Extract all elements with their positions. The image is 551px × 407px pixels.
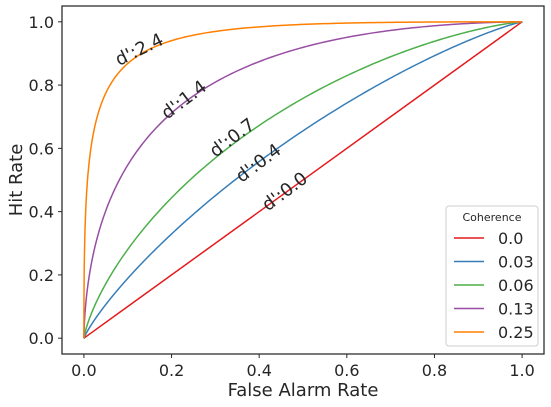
legend-label-1: 0.03 <box>498 253 534 272</box>
curves-layer <box>83 21 523 339</box>
y-axis-ticks: 0.0 0.2 0.4 0.6 0.8 1.0 <box>29 13 62 348</box>
legend-title: Coherence <box>463 211 522 224</box>
x-tick-label: 0.6 <box>334 361 359 380</box>
y-tick-label: 0.0 <box>29 329 54 348</box>
x-tick-label: 0.4 <box>246 361 271 380</box>
x-axis-ticks: 0.0 0.2 0.4 0.6 0.8 1.0 <box>71 354 535 380</box>
x-tick-label: 1.0 <box>509 361 534 380</box>
legend-label-3: 0.13 <box>498 300 534 319</box>
y-tick-label: 0.6 <box>29 139 54 158</box>
series-line-0 <box>83 21 523 339</box>
legend-label-2: 0.06 <box>498 276 534 295</box>
legend-box <box>445 205 539 347</box>
plot-frame <box>61 5 545 355</box>
y-axis-label: Hit Rate <box>6 144 27 217</box>
x-tick-label: 0.8 <box>422 361 447 380</box>
x-tick-label: 0.2 <box>159 361 184 380</box>
y-tick-label: 1.0 <box>29 13 54 32</box>
y-tick-label: 0.8 <box>29 76 54 95</box>
legend-label-4: 0.25 <box>498 323 534 342</box>
legend-label-0: 0.0 <box>498 229 523 248</box>
y-tick-label: 0.4 <box>29 203 54 222</box>
legend: Coherence 0.0 0.03 0.06 0.13 0.25 <box>445 205 539 347</box>
y-tick-label: 0.2 <box>29 266 54 285</box>
x-tick-label: 0.0 <box>71 361 96 380</box>
series-line-4 <box>83 21 523 339</box>
x-axis-label: False Alarm Rate <box>228 380 379 401</box>
